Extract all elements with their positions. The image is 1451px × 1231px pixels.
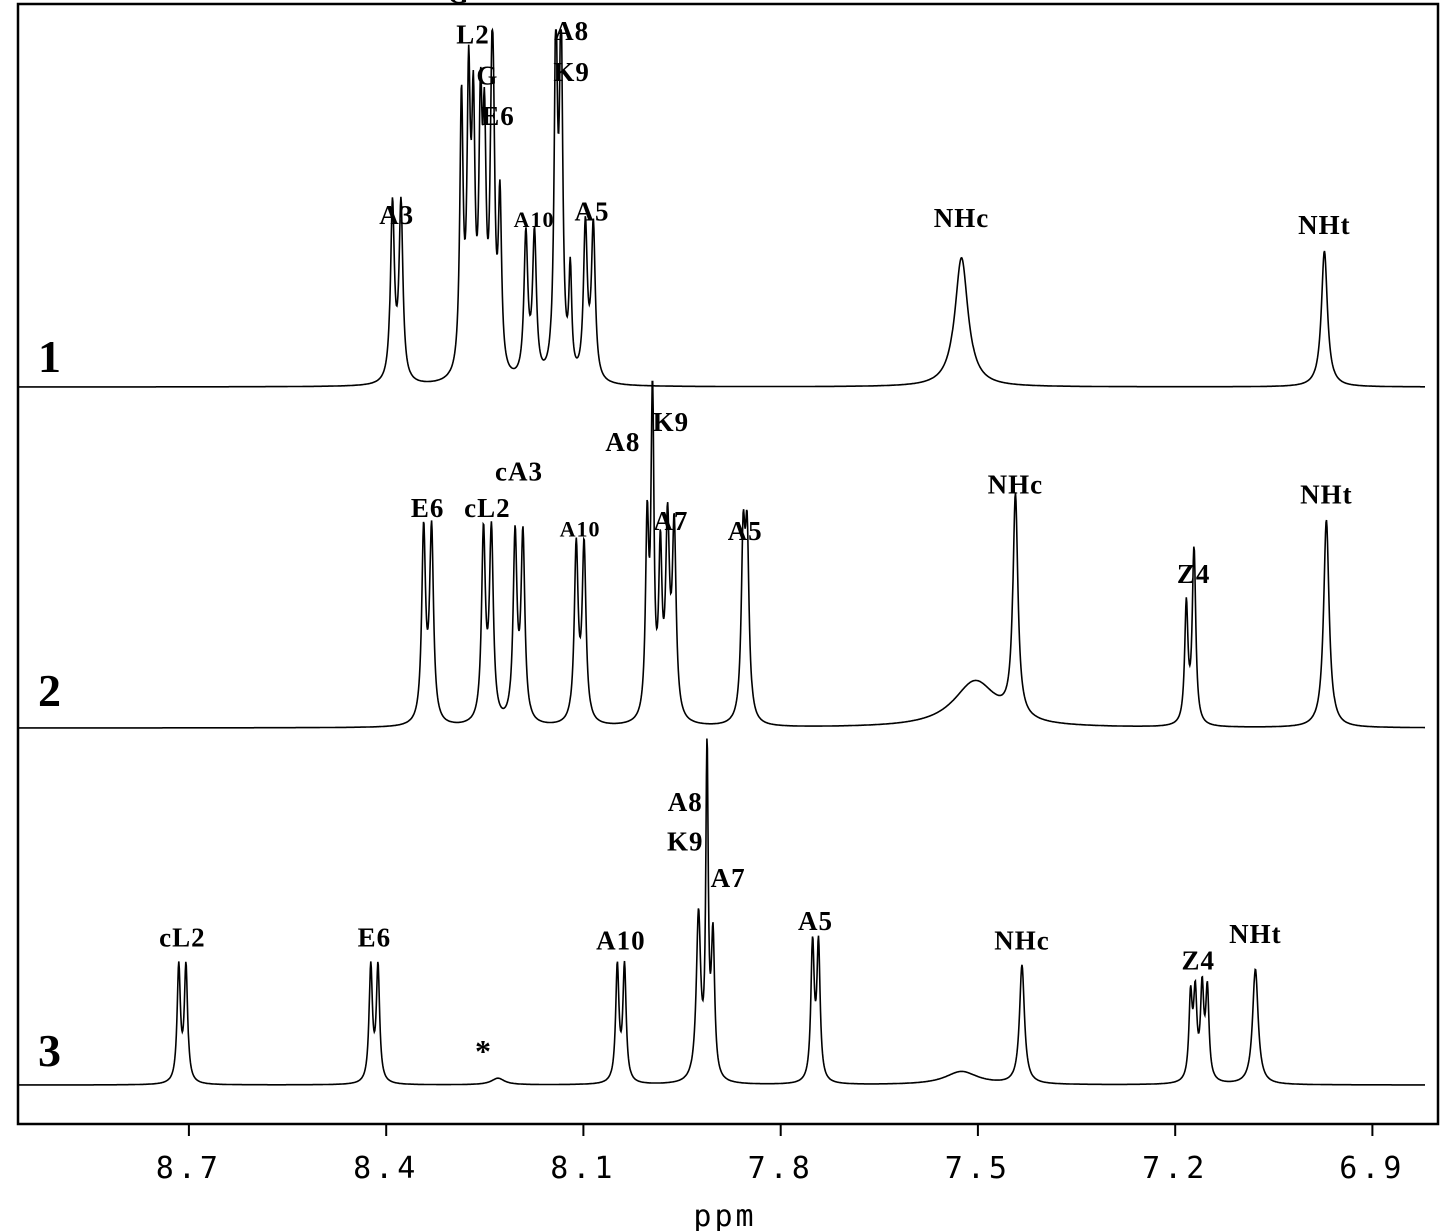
peak-label-3-0: cL2 xyxy=(159,922,206,952)
x-axis-ticks: 8.7 8.4 8.1 7.8 7.5 7.2 6.9 xyxy=(156,1124,1405,1186)
peak-label-1-3: G xyxy=(476,60,498,90)
peak-label-2-7: A5 xyxy=(728,516,763,546)
x-axis-title: ppm xyxy=(693,1199,756,1231)
peak-label-3-9: Z4 xyxy=(1181,946,1215,976)
peak-label-1-8: K9 xyxy=(553,57,590,87)
x-tick-label-6: 6.9 xyxy=(1339,1151,1405,1186)
peak-label-3-4: A8 xyxy=(668,787,703,817)
peak-label-3-1: E6 xyxy=(358,922,392,952)
peak-label-1-2: L2 xyxy=(456,20,490,50)
peak-label-3-8: NHc xyxy=(994,926,1049,956)
x-tick-label-5: 7.2 xyxy=(1142,1151,1208,1186)
peak-label-3-7: A5 xyxy=(798,906,833,936)
peak-label-3-3: A10 xyxy=(596,926,646,956)
trace-number-1: 1 xyxy=(38,331,61,382)
peak-label-1-10: NHc xyxy=(934,203,989,233)
peak-labels: A3 G L2 G E6 A10 A7 A8 K9 A5 NHc NHt E6 cL2 cA3 A10 A8 K9… xyxy=(159,0,1353,1069)
x-tick-label-2: 8.1 xyxy=(550,1151,616,1186)
peak-label-1-9: A5 xyxy=(575,196,610,226)
peak-label-3-10: NHt xyxy=(1229,919,1282,949)
peak-label-2-10: NHt xyxy=(1300,480,1353,510)
trace-number-2: 2 xyxy=(38,665,61,716)
peak-label-3-2: * xyxy=(475,1033,492,1069)
x-tick-label-0: 8.7 xyxy=(156,1151,222,1186)
peak-label-2-9: Z4 xyxy=(1177,559,1211,589)
plot-frame xyxy=(16,2,1440,1126)
peak-label-2-0: E6 xyxy=(411,493,445,523)
x-tick-label-1: 8.4 xyxy=(353,1151,419,1186)
trace-number-3: 3 xyxy=(38,1025,61,1076)
peak-label-1-5: A10 xyxy=(514,207,555,232)
peak-label-1-7: A8 xyxy=(554,16,589,46)
peak-label-2-8: NHc xyxy=(988,470,1043,500)
peak-label-1-1: G xyxy=(447,0,469,9)
x-tick-label-4: 7.5 xyxy=(945,1151,1011,1186)
peak-label-2-3: A10 xyxy=(560,517,601,542)
peak-label-3-5: K9 xyxy=(667,827,704,857)
peak-label-1-6: A7 xyxy=(554,0,589,5)
peak-label-1-4: E6 xyxy=(481,101,515,131)
spectrum-trace-1 xyxy=(18,27,1425,388)
peak-label-2-4: A8 xyxy=(605,427,640,457)
peak-label-2-2: cA3 xyxy=(495,457,543,487)
peak-label-3-6: A7 xyxy=(711,863,746,893)
peak-label-1-0: A3 xyxy=(379,200,414,230)
peak-label-1-11: NHt xyxy=(1298,210,1351,240)
spectra-traces xyxy=(18,27,1425,1086)
spectrum-trace-2 xyxy=(18,380,1425,729)
peak-label-2-1: cL2 xyxy=(464,493,511,523)
peak-label-2-5: K9 xyxy=(653,407,690,437)
spectrum-trace-3 xyxy=(18,738,1425,1086)
peak-label-2-6: A7 xyxy=(653,506,688,536)
x-tick-label-3: 7.8 xyxy=(748,1151,814,1186)
